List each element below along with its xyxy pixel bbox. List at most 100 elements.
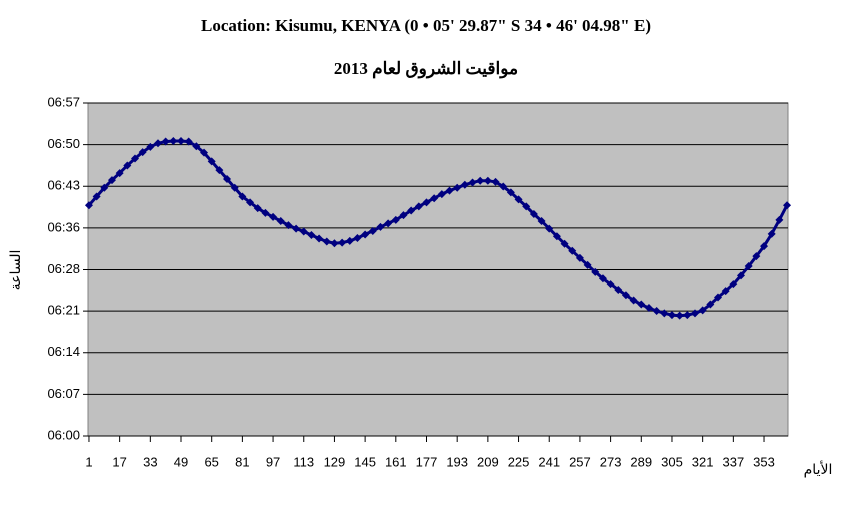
marker (376, 222, 385, 231)
marker (100, 183, 109, 192)
marker (575, 253, 584, 262)
marker (491, 177, 500, 186)
marker (322, 237, 331, 246)
x-tick-label: 353 (753, 454, 775, 469)
marker (621, 291, 630, 300)
x-tick-label: 49 (174, 454, 188, 469)
marker (107, 176, 116, 185)
marker (146, 142, 155, 151)
marker (545, 224, 554, 233)
marker (729, 280, 738, 289)
x-tick-label: 33 (143, 454, 157, 469)
y-tick-label: 06:07 (47, 386, 80, 401)
marker (660, 309, 669, 318)
marker (246, 198, 255, 207)
marker (330, 239, 339, 248)
marker (552, 232, 561, 241)
x-tick-label: 193 (446, 454, 468, 469)
marker (292, 224, 301, 233)
marker (299, 227, 308, 236)
marker (184, 137, 193, 146)
marker (338, 238, 347, 247)
marker (560, 239, 569, 248)
marker (384, 219, 393, 228)
x-axis-label: الأيام (804, 460, 833, 478)
marker (783, 201, 792, 210)
marker (223, 174, 232, 183)
marker (353, 233, 362, 242)
y-tick-label: 06:57 (47, 94, 80, 109)
marker (591, 267, 600, 276)
x-tick-label: 145 (354, 454, 376, 469)
x-tick-label: 113 (293, 454, 314, 469)
marker (177, 136, 186, 145)
marker (345, 236, 354, 245)
x-tick-label: 225 (508, 454, 530, 469)
marker (775, 215, 784, 224)
marker (200, 148, 209, 157)
marker (529, 210, 538, 218)
marker (499, 182, 508, 191)
x-tick-label: 17 (112, 454, 126, 469)
y-tick-label: 06:43 (47, 178, 80, 193)
marker (568, 246, 577, 255)
marker (744, 261, 753, 270)
marker (130, 154, 139, 163)
marker (706, 300, 715, 309)
y-tick-label: 06:21 (47, 303, 80, 318)
marker (675, 311, 684, 320)
marker (192, 142, 201, 151)
x-tick-label: 321 (692, 454, 714, 469)
y-tick-label: 06:50 (47, 136, 80, 151)
x-tick-label: 289 (630, 454, 652, 469)
marker (483, 176, 492, 185)
marker (437, 190, 446, 199)
x-tick-label: 129 (324, 454, 346, 469)
marker (215, 166, 224, 175)
y-tick-label: 06:00 (47, 427, 80, 442)
x-tick-label: 65 (204, 454, 218, 469)
marker (506, 188, 515, 197)
chart-title: Location: Kisumu, KENYA (0 • 05' 29.87" … (201, 16, 651, 35)
marker (261, 208, 270, 217)
marker (253, 204, 262, 213)
marker (522, 202, 531, 211)
x-tick-label: 241 (538, 454, 560, 469)
x-tick-label: 305 (661, 454, 683, 469)
marker (652, 306, 661, 315)
marker (154, 139, 162, 148)
marker (391, 215, 400, 224)
marker (115, 169, 124, 178)
x-tick-label: 273 (600, 454, 622, 469)
marker (537, 217, 546, 226)
x-tick-label: 209 (477, 454, 499, 469)
x-tick-label: 161 (385, 454, 407, 469)
marker (714, 293, 722, 302)
marker (453, 183, 462, 192)
y-axis-label: الساعة (8, 250, 24, 291)
marker (169, 136, 178, 145)
y-tick-label: 06:36 (47, 219, 80, 234)
marker (583, 260, 592, 269)
marker (92, 192, 101, 201)
marker (84, 201, 93, 210)
marker (752, 252, 761, 261)
marker (407, 206, 416, 215)
x-tick-label: 97 (266, 454, 280, 469)
marker (161, 137, 170, 146)
y-tick-label: 06:14 (47, 344, 80, 359)
marker (238, 192, 247, 201)
marker (698, 306, 707, 315)
marker (767, 229, 776, 238)
x-tick-label: 337 (722, 454, 744, 469)
x-tick-label: 257 (569, 454, 591, 469)
marker (307, 231, 316, 240)
marker (361, 230, 370, 239)
marker (430, 194, 439, 203)
marker (230, 183, 239, 192)
marker (445, 186, 454, 195)
y-tick-label: 06:28 (47, 261, 80, 276)
marker (737, 271, 746, 280)
marker (606, 280, 615, 289)
